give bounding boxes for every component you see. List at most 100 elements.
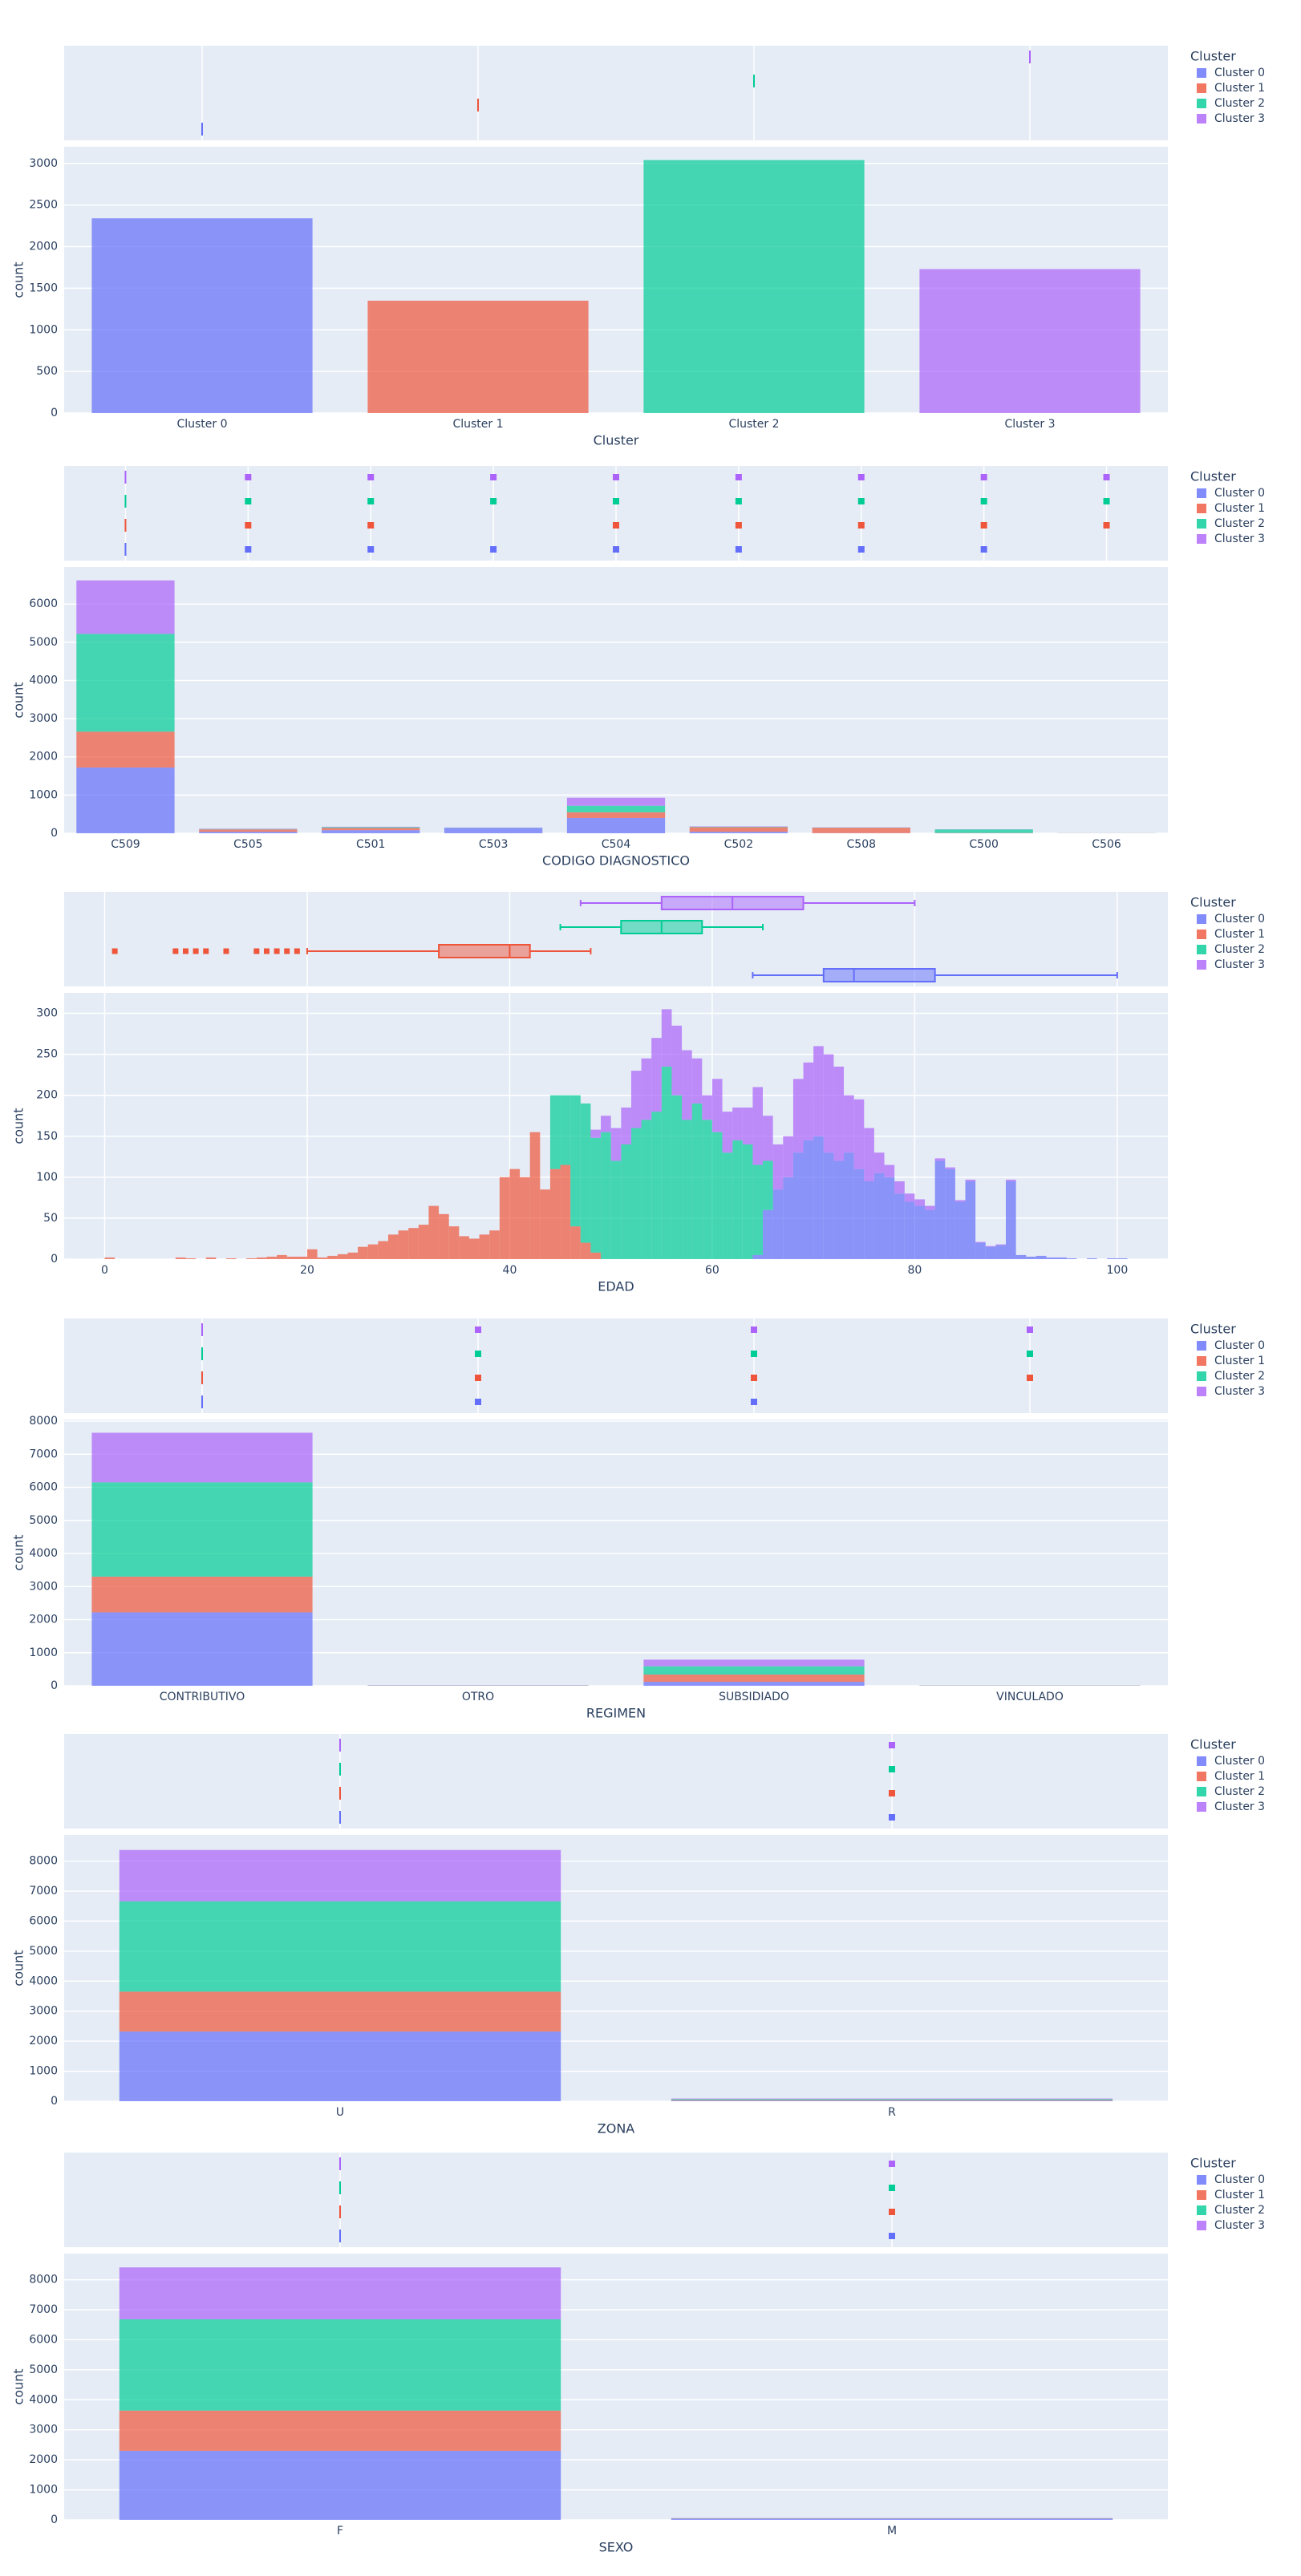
histogram-bar — [418, 1225, 429, 1259]
bar — [671, 2100, 1113, 2101]
margin-plot-area — [64, 1318, 1168, 1413]
histogram-bar — [783, 1136, 793, 1177]
x-tick-label: C504 — [602, 838, 631, 851]
y-tick-label: 2000 — [29, 2453, 58, 2466]
margin-mark — [751, 1375, 757, 1381]
x-tick-label: 60 — [705, 1264, 719, 1277]
outlier — [263, 948, 270, 954]
legend-title: Cluster — [1190, 49, 1236, 64]
y-tick-label: 1000 — [29, 1646, 58, 1659]
y-tick-label: 500 — [36, 365, 58, 378]
y-tick-label: 3000 — [29, 157, 58, 170]
x-tick-label: Cluster 0 — [176, 418, 227, 431]
histogram-bar — [1087, 1258, 1097, 1259]
x-tick-label: C500 — [969, 838, 999, 851]
y-axis-title: count — [11, 1534, 26, 1570]
bar — [119, 1901, 561, 1992]
legend-swatch — [1197, 2175, 1206, 2185]
histogram-bar — [985, 1245, 996, 1247]
margin-mark — [475, 1351, 481, 1357]
y-tick-label: 2000 — [29, 2035, 58, 2047]
histogram-bar — [256, 1257, 267, 1259]
margin-mark — [367, 498, 375, 504]
histogram-bar — [833, 1160, 845, 1259]
legend-swatch — [1197, 1787, 1206, 1796]
histogram-bar — [945, 1169, 955, 1259]
legend-swatch — [1197, 504, 1206, 513]
y-tick-label: 300 — [36, 1007, 58, 1020]
legend-swatch — [1197, 930, 1206, 939]
x-tick-label: Cluster 3 — [1004, 418, 1055, 431]
y-tick-label: 2500 — [29, 199, 58, 212]
histogram-bar — [884, 1164, 895, 1177]
margin-mark — [889, 2233, 895, 2239]
bar — [671, 2100, 1113, 2101]
margin-mark — [889, 1790, 895, 1796]
legend-swatch — [1197, 488, 1206, 498]
x-tick-label: 100 — [1107, 1264, 1129, 1277]
bar — [91, 1432, 313, 1483]
legend-swatch — [1197, 83, 1206, 93]
bar — [643, 160, 865, 413]
legend-label: Cluster 0 — [1214, 913, 1265, 925]
outlier — [253, 948, 260, 954]
histogram-bar — [580, 1103, 591, 1243]
histogram-bar — [702, 1120, 712, 1259]
margin-mark — [980, 546, 987, 553]
histogram-bar — [175, 1257, 186, 1259]
legend-label: Cluster 0 — [1214, 2173, 1265, 2186]
y-tick-label: 6000 — [29, 1914, 58, 1927]
x-axis-title: SEXO — [599, 2540, 634, 2555]
histogram-bar — [742, 1144, 753, 1259]
histogram-bar — [925, 1209, 935, 1259]
y-tick-label: 1000 — [29, 323, 58, 336]
y-tick-label: 5000 — [29, 1514, 58, 1527]
margin-plot-area — [64, 46, 1168, 140]
bar — [76, 634, 175, 732]
bar — [671, 2518, 1113, 2520]
histogram-bar — [610, 1128, 622, 1161]
margin-mark — [245, 474, 252, 480]
legend-label: Cluster 2 — [1214, 943, 1265, 956]
histogram-bar — [590, 1129, 602, 1138]
x-tick-label: R — [888, 2106, 896, 2119]
legend-title: Cluster — [1190, 1737, 1236, 1752]
y-tick-label: 3000 — [29, 2424, 58, 2436]
y-tick-label: 4000 — [29, 674, 58, 687]
histogram-bar — [945, 1167, 955, 1169]
box — [438, 944, 531, 958]
margin-mark — [245, 522, 252, 529]
x-tick-label: Cluster 1 — [452, 418, 503, 431]
margin-mark — [889, 1742, 895, 1748]
y-tick-label: 8000 — [29, 2274, 58, 2286]
histogram-bar — [884, 1177, 895, 1259]
x-tick-label: C506 — [1092, 838, 1121, 851]
y-tick-label: 7000 — [29, 1448, 58, 1460]
histogram-bar — [934, 1160, 946, 1259]
y-tick-label: 0 — [51, 2513, 58, 2526]
bar — [367, 300, 589, 413]
histogram-bar — [448, 1226, 460, 1259]
histogram-bar — [428, 1205, 440, 1259]
bar — [643, 1666, 865, 1675]
y-tick-label: 5000 — [29, 1945, 58, 1958]
legend-swatch — [1197, 1341, 1206, 1351]
histogram-bar — [853, 1169, 865, 1259]
histogram-bar — [459, 1236, 469, 1259]
y-axis-title: count — [11, 1108, 26, 1144]
histogram-bar — [763, 1116, 773, 1161]
histogram-bar — [661, 1066, 672, 1259]
histogram-bar — [772, 1189, 784, 1259]
y-tick-label: 0 — [51, 827, 58, 840]
histogram-bar — [590, 1137, 602, 1253]
margin-mark — [1027, 1326, 1033, 1333]
outlier — [223, 948, 229, 954]
legend-label: Cluster 2 — [1214, 97, 1265, 110]
histogram-bar — [813, 1136, 824, 1259]
margin-mark — [1103, 498, 1110, 504]
margin-mark — [613, 474, 619, 480]
histogram-bar — [763, 1160, 773, 1210]
margin-mark — [475, 1326, 481, 1333]
margin-mark — [245, 546, 252, 553]
histogram-bar — [792, 1079, 804, 1153]
